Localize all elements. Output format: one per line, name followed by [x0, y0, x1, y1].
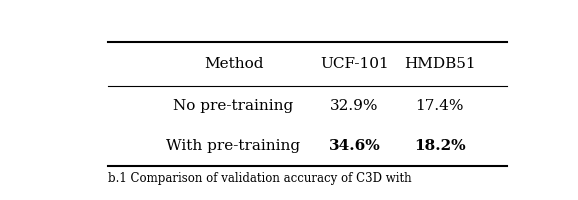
Text: Method: Method: [204, 57, 263, 71]
Text: HMDB51: HMDB51: [404, 57, 475, 71]
Text: With pre-training: With pre-training: [166, 139, 301, 153]
Text: 17.4%: 17.4%: [416, 99, 464, 113]
Text: No pre-training: No pre-training: [173, 99, 294, 113]
Text: b.1 Comparison of validation accuracy of C3D with: b.1 Comparison of validation accuracy of…: [108, 172, 412, 185]
Text: 32.9%: 32.9%: [330, 99, 379, 113]
Text: UCF-101: UCF-101: [320, 57, 389, 71]
Text: 18.2%: 18.2%: [414, 139, 465, 153]
Text: 34.6%: 34.6%: [328, 139, 380, 153]
